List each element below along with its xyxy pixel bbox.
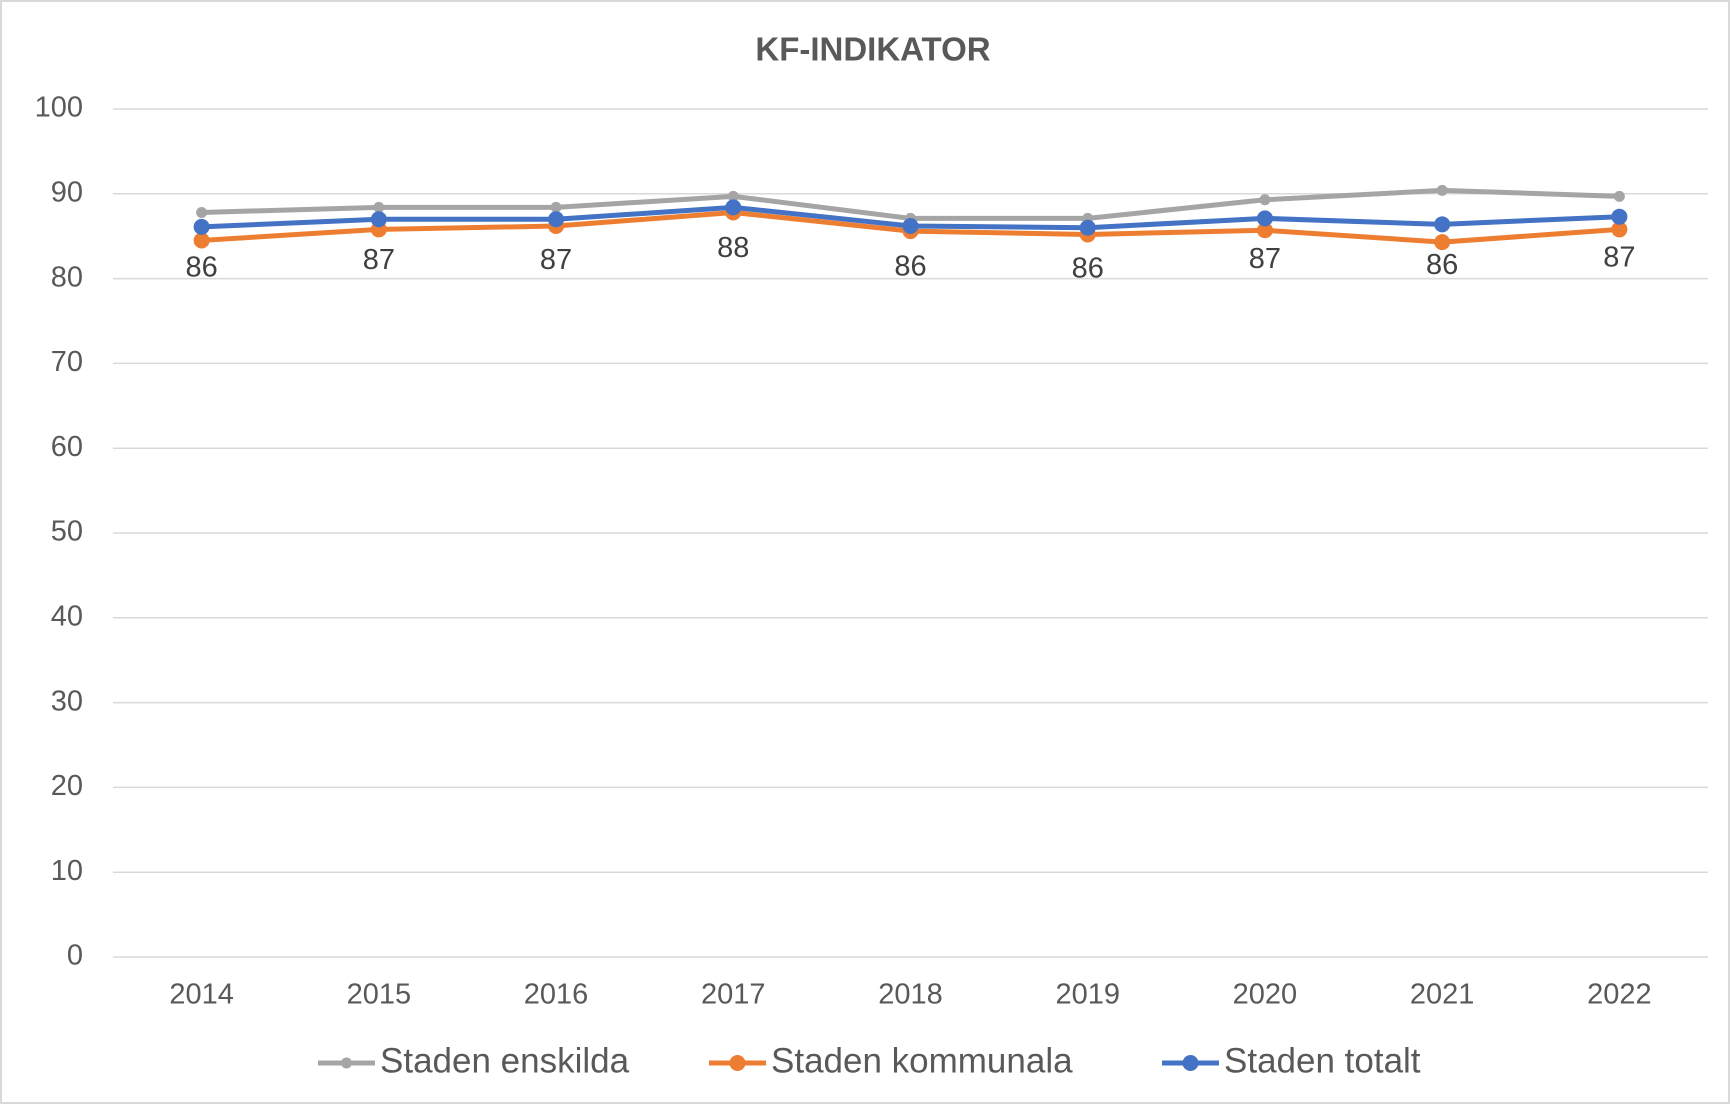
point <box>1079 219 1096 236</box>
point <box>1256 222 1273 239</box>
x-tick-label: 2021 <box>1410 979 1475 1011</box>
y-tick-label: 70 <box>51 346 83 378</box>
point <box>373 201 385 213</box>
data-label: 86 <box>894 251 926 283</box>
legend-label: Staden totalt <box>1224 1041 1421 1080</box>
y-tick-label: 30 <box>51 685 83 717</box>
y-tick-label: 90 <box>51 176 83 208</box>
legend-label: Staden enskilda <box>380 1041 630 1080</box>
y-tick-label: 100 <box>35 92 83 124</box>
point <box>1256 210 1273 227</box>
point <box>196 206 208 218</box>
data-label: 87 <box>1249 243 1281 275</box>
y-tick-label: 80 <box>51 261 83 293</box>
point <box>725 199 742 216</box>
x-tick-label: 2018 <box>878 979 943 1011</box>
point <box>1259 194 1271 206</box>
x-tick-label: 2017 <box>701 979 766 1011</box>
legend-marker <box>341 1057 352 1069</box>
point <box>550 201 562 213</box>
point <box>727 190 739 202</box>
x-tick-label: 2019 <box>1055 979 1120 1011</box>
point <box>1434 216 1451 233</box>
legend-label: Staden kommunala <box>771 1041 1073 1080</box>
chart-title: KF-INDIKATOR <box>755 31 990 68</box>
data-label: 86 <box>1426 249 1458 281</box>
y-tick-label: 60 <box>51 431 83 463</box>
y-tick-label: 0 <box>67 940 83 972</box>
point <box>1436 184 1448 196</box>
data-label: 87 <box>363 244 395 276</box>
y-tick-label: 50 <box>51 516 83 548</box>
point <box>548 211 565 228</box>
x-tick-label: 2016 <box>524 979 589 1011</box>
point <box>193 232 210 249</box>
legend-marker <box>1182 1055 1199 1071</box>
point <box>1613 190 1625 202</box>
point <box>1611 208 1628 225</box>
x-tick-label: 2014 <box>169 979 234 1011</box>
data-label: 86 <box>1072 252 1104 284</box>
point <box>1611 221 1628 238</box>
point <box>1434 234 1451 251</box>
data-label: 87 <box>540 244 572 276</box>
y-tick-label: 20 <box>51 770 83 802</box>
point <box>193 218 210 235</box>
x-tick-label: 2022 <box>1587 979 1652 1011</box>
x-tick-label: 2020 <box>1233 979 1298 1011</box>
legend-marker <box>729 1055 746 1071</box>
point <box>902 218 919 235</box>
y-tick-label: 40 <box>51 600 83 632</box>
data-label: 87 <box>1603 241 1635 273</box>
data-label: 88 <box>717 232 749 264</box>
y-tick-label: 10 <box>51 855 83 887</box>
x-tick-label: 2015 <box>347 979 412 1011</box>
data-label: 86 <box>185 252 217 284</box>
point <box>370 211 387 228</box>
